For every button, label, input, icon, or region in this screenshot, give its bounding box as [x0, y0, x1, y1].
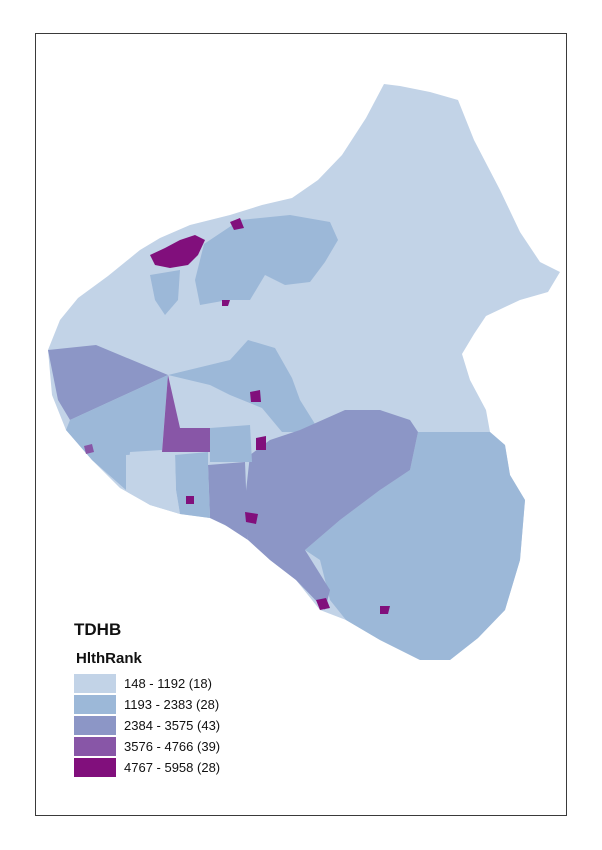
legend-row: 3576 - 4766 (39): [74, 736, 220, 757]
region-central-band: [168, 340, 320, 432]
legend-row: 148 - 1192 (18): [74, 673, 220, 694]
legend-swatch: [74, 758, 116, 777]
region-coastal-small: [150, 270, 180, 315]
map-legend: TDHB HlthRank 148 - 1192 (18) 1193 - 2383…: [74, 620, 220, 778]
town-coast-2: [186, 496, 194, 504]
town-northwest-cluster: [150, 235, 205, 268]
legend-row: 4767 - 5958 (28): [74, 757, 220, 778]
legend-label: 3576 - 4766 (39): [124, 739, 221, 754]
town-north: [230, 218, 244, 230]
town-inland-2: [256, 436, 266, 450]
legend-swatch: [74, 716, 116, 735]
legend-title: TDHB: [74, 620, 122, 639]
town-south-1: [316, 598, 330, 610]
region-west-wedge: [48, 345, 168, 420]
legend-swatch: [74, 674, 116, 693]
legend-label: 4767 - 5958 (28): [124, 760, 221, 775]
legend-classes: 148 - 1192 (18) 1193 - 2383 (28) 2384 - 35…: [74, 673, 220, 778]
region-southwest: [66, 375, 168, 490]
legend-swatch: [74, 695, 116, 714]
legend-field-name: HlthRank: [76, 650, 142, 667]
region-south-coast: [175, 452, 210, 518]
region-central-small: [210, 425, 252, 462]
town-coast-1: [245, 512, 258, 524]
legend-label: 1193 - 2383 (28): [124, 697, 220, 712]
region-purple-wedge: [162, 375, 210, 452]
region-southeast: [305, 432, 525, 660]
town-small-north: [222, 300, 230, 306]
region-south-central: [245, 410, 418, 610]
legend-label: 148 - 1192 (18): [124, 676, 212, 691]
town-inland-1: [250, 390, 261, 402]
legend-row: 2384 - 3575 (43): [74, 715, 220, 736]
legend-swatch: [74, 737, 116, 756]
region-coast-light: [126, 452, 180, 514]
town-south-2: [380, 606, 390, 614]
region-north-central: [195, 215, 338, 305]
legend-label: 2384 - 3575 (43): [124, 718, 221, 733]
region-south-mid: [208, 462, 248, 540]
town-west: [84, 444, 94, 454]
legend-row: 1193 - 2383 (28): [74, 694, 220, 715]
